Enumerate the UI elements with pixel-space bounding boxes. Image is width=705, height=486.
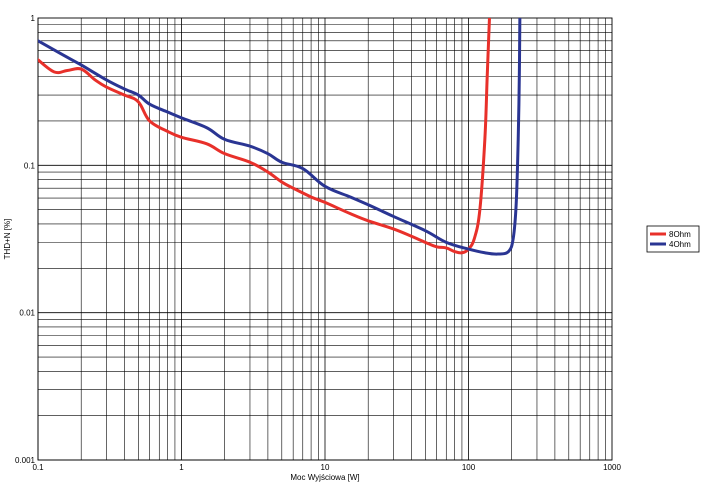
y-tick-label: 0.1 xyxy=(24,161,36,170)
legend-label: 8Ohm xyxy=(669,230,691,239)
x-tick-label: 10 xyxy=(321,463,330,472)
grid xyxy=(37,17,613,461)
x-tick-label: 0.1 xyxy=(32,463,44,472)
x-tick-label: 1000 xyxy=(603,463,621,472)
legend-box xyxy=(646,225,700,253)
x-tick-label: 1 xyxy=(179,463,184,472)
series xyxy=(38,18,522,256)
legend-label: 4Ohm xyxy=(669,240,691,249)
plot-frame xyxy=(37,17,613,461)
x-tick-label: 100 xyxy=(462,463,476,472)
y-tick-label: 0.001 xyxy=(15,456,36,465)
axis-ticks: 0.1 1 10 100 1000 1 0.1 0.01 0.001 xyxy=(15,14,621,472)
y-tick-label: 0.01 xyxy=(19,309,35,318)
series-line-8ohm xyxy=(38,18,491,255)
y-tick-label: 1 xyxy=(31,14,36,23)
series-line-4ohm xyxy=(38,18,522,256)
y-axis-label: THD+N [%] xyxy=(3,219,12,260)
x-axis-label: Moc Wyjściowa [W] xyxy=(290,473,359,482)
